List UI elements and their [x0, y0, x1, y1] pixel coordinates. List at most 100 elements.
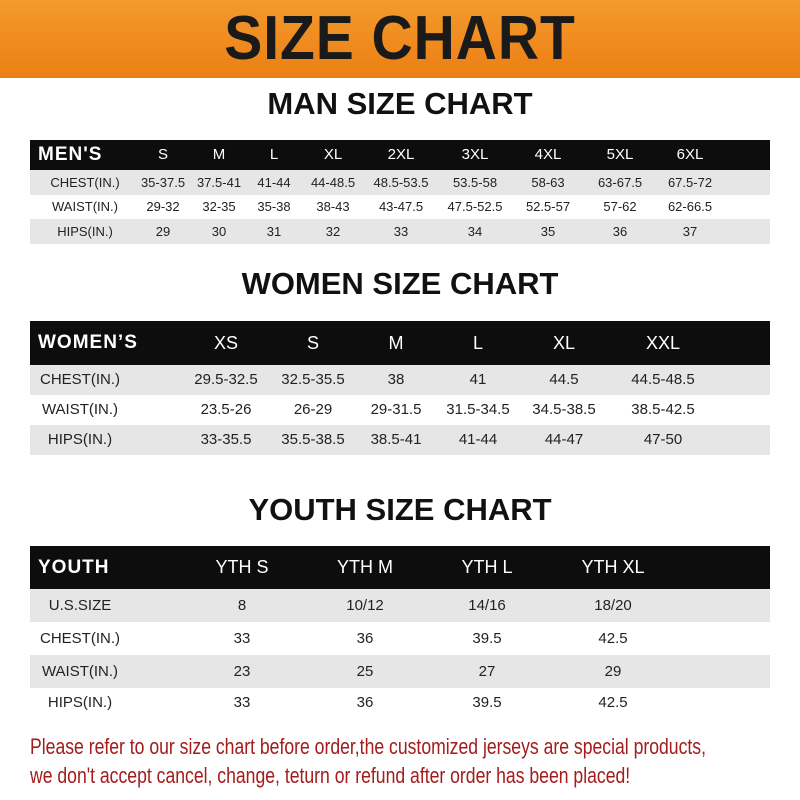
title-banner: SIZE CHART	[0, 0, 800, 78]
table-cell: 36	[356, 694, 374, 711]
table-cell: 53.5-58	[452, 175, 498, 190]
table-cell: 18/20	[594, 597, 632, 614]
table-row: HIPS(IN.) 29 30 31 32 33 34 35 36 37	[30, 219, 770, 244]
size-header: L	[472, 333, 484, 353]
table-cell: 67.5-72	[667, 175, 713, 190]
table-cell: 31	[266, 224, 282, 239]
youth-size-table: YOUTH YTH S YTH M YTH L YTH XL U.S.SIZE 8 10/12…	[30, 546, 770, 718]
header-label: MEN'S	[38, 144, 103, 165]
notice-line-2: we don't accept cancel, change, teturn o…	[30, 763, 631, 788]
row-label: CHEST(IN.)	[40, 371, 120, 388]
table-cell: 23	[233, 663, 251, 680]
table-cell: 44-48.5	[310, 175, 356, 190]
table-cell: 37	[682, 224, 698, 239]
table-row: WAIST(IN.) 29-32 32-35 35-38 38-43 43-47.5 47.…	[30, 195, 770, 219]
table-cell: 58-63	[531, 175, 565, 190]
table-row: CHEST(IN.) 35-37.5 37.5-41 41-44 44-48.5 48.5…	[30, 170, 770, 195]
table-cell: 39.5	[472, 630, 502, 647]
table-row: CHEST(IN.) 29.5-32.5 32.5-35.5 38 41 44.5 44.5…	[30, 365, 770, 395]
notice-line-1: Please refer to our size chart before or…	[30, 734, 706, 759]
row-label: HIPS(IN.)	[47, 431, 113, 448]
table-cell: 26-29	[293, 401, 333, 418]
table-cell: 33-35.5	[200, 431, 252, 448]
table-cell: 43-47.5	[378, 199, 424, 214]
table-cell: 34.5-38.5	[532, 401, 596, 418]
table-cell: 30	[211, 224, 227, 239]
size-header: S	[157, 146, 169, 163]
table-cell: 36	[356, 630, 374, 647]
table-cell: 32-35	[202, 199, 236, 214]
size-header: L	[269, 146, 279, 163]
women-size-table: WOMEN’S XS S M L XL XXL CHEST(IN.) 29.5-32.5 32.5…	[30, 321, 770, 455]
men-size-table: MEN'S S M L XL 2XL 3XL 4XL 5XL 6XL CHEST(IN.) 35-37…	[30, 140, 770, 244]
table-cell: 32	[325, 224, 341, 239]
row-label: CHEST(IN.)	[50, 175, 120, 190]
row-label: HIPS(IN.)	[57, 224, 113, 239]
table-cell: 48.5-53.5	[373, 175, 429, 190]
youth-section-title: YOUTH SIZE CHART	[248, 492, 552, 527]
table-cell: 35-38	[257, 199, 291, 214]
table-cell: 39.5	[472, 694, 502, 711]
table-cell: 25	[356, 663, 374, 680]
size-header: S	[306, 333, 320, 353]
table-row: U.S.SIZE 8 10/12 14/16 18/20	[30, 589, 770, 622]
table-cell: 44.5-48.5	[631, 371, 695, 388]
table-cell: 29	[604, 663, 622, 680]
table-cell: 27	[478, 663, 496, 680]
table-cell: 10/12	[346, 597, 384, 614]
size-header: YTH S	[215, 557, 269, 577]
header-label: WOMEN’S	[38, 332, 138, 353]
table-cell: 33	[233, 694, 251, 711]
row-label: U.S.SIZE	[48, 597, 112, 614]
table-cell: 29-32	[146, 199, 180, 214]
table-cell: 32.5-35.5	[281, 371, 345, 388]
row-label: WAIST(IN.)	[52, 199, 118, 214]
size-header: 2XL	[387, 146, 415, 163]
table-cell: 47-50	[643, 431, 683, 448]
table-cell: 35.5-38.5	[281, 431, 345, 448]
table-cell: 57-62	[603, 199, 637, 214]
table-cell: 44.5	[549, 371, 579, 388]
header-row: YOUTH YTH S YTH M YTH L YTH XL	[30, 546, 770, 589]
row-label: WAIST(IN.)	[41, 663, 119, 680]
table-cell: 47.5-52.5	[447, 199, 503, 214]
table-cell: 52.5-57	[525, 199, 571, 214]
table-cell: 23.5-26	[200, 401, 252, 418]
header-row: WOMEN’S XS S M L XL XXL	[30, 321, 770, 365]
table-cell: 29.5-32.5	[194, 371, 258, 388]
size-header: YTH XL	[581, 557, 645, 577]
size-header: XL	[323, 146, 343, 163]
table-cell: 36	[612, 224, 628, 239]
table-cell: 38-43	[316, 199, 350, 214]
row-label: HIPS(IN.)	[47, 694, 113, 711]
row-label: CHEST(IN.)	[40, 630, 120, 647]
table-cell: 14/16	[468, 597, 506, 614]
header-label: YOUTH	[38, 557, 110, 578]
table-row: CHEST(IN.) 33 36 39.5 42.5	[30, 622, 770, 655]
table-cell: 33	[233, 630, 251, 647]
table-cell: 41	[469, 371, 487, 388]
table-row: WAIST(IN.) 23 25 27 29	[30, 655, 770, 688]
table-cell: 35-37.5	[140, 175, 186, 190]
table-cell: 38	[387, 371, 405, 388]
size-header: YTH M	[337, 557, 393, 577]
size-header: XXL	[645, 333, 681, 353]
table-cell: 62-66.5	[667, 199, 713, 214]
size-header: 4XL	[534, 146, 562, 163]
table-cell: 34	[467, 224, 483, 239]
table-cell: 8	[237, 597, 247, 614]
table-cell: 37.5-41	[196, 175, 242, 190]
table-cell: 35	[540, 224, 556, 239]
table-cell: 44-47	[544, 431, 584, 448]
women-section-title: WOMEN SIZE CHART	[241, 266, 559, 301]
size-header: M	[388, 333, 404, 353]
page-title: SIZE CHART	[224, 4, 576, 73]
table-cell: 38.5-41	[370, 431, 422, 448]
row-label: WAIST(IN.)	[41, 401, 119, 418]
table-cell: 42.5	[598, 694, 628, 711]
table-row: WAIST(IN.) 23.5-26 26-29 29-31.5 31.5-34.5 34…	[30, 395, 770, 425]
size-header: 3XL	[461, 146, 489, 163]
table-cell: 41-44	[458, 431, 498, 448]
men-section-title: MAN SIZE CHART	[267, 86, 533, 121]
table-cell: 29	[155, 224, 171, 239]
